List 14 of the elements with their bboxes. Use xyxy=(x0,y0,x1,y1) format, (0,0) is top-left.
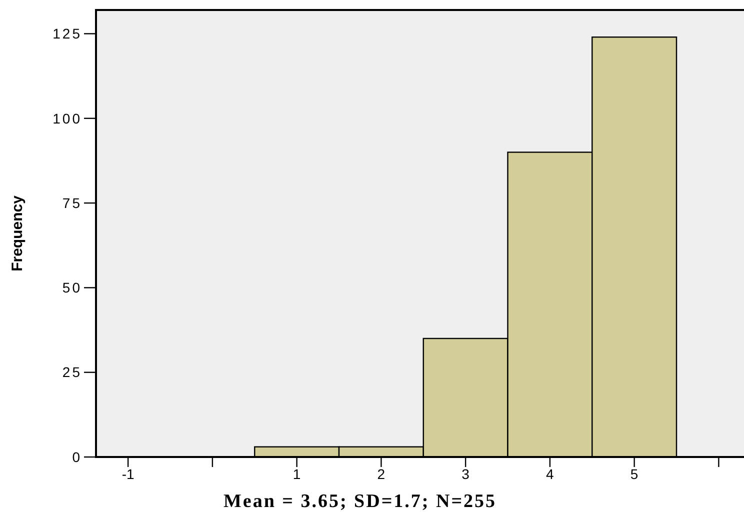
x-tick-label: 3 xyxy=(462,466,470,482)
y-tick-label: 25 xyxy=(62,364,82,380)
text: Mean = 3.65; SD=1.7; N=255 xyxy=(223,491,497,512)
y-tick-label: 100 xyxy=(52,110,82,126)
y-tick-label: 75 xyxy=(62,194,82,211)
y-tick-label: 125 xyxy=(52,26,82,42)
x-tick-label: 4 xyxy=(546,466,554,482)
y-tick-label: 50 xyxy=(62,280,82,296)
x-tick-label: 1 xyxy=(292,466,301,482)
y-tick-label: 0 xyxy=(72,448,82,465)
x-tick-label: -1 xyxy=(122,466,134,482)
y-axis-title: Frequency xyxy=(9,194,26,272)
x-tick-label: 5 xyxy=(630,466,638,482)
x-tick-label: 2 xyxy=(377,466,386,482)
